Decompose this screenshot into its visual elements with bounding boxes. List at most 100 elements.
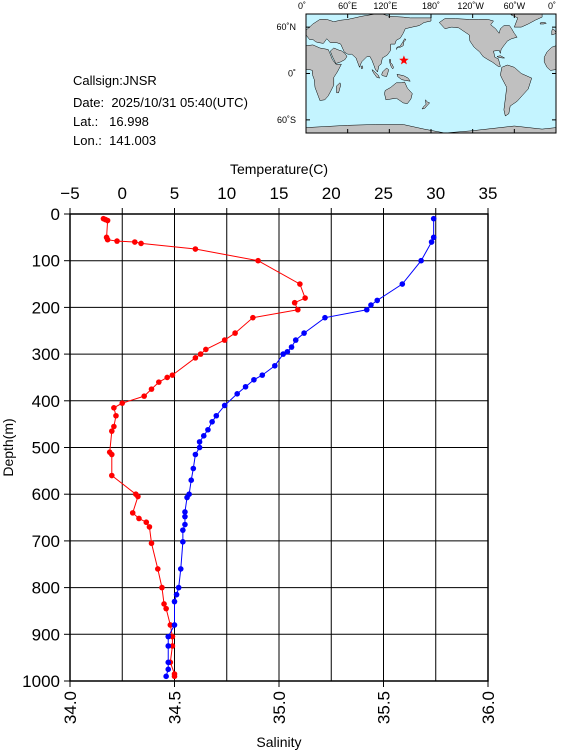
temperature-data-point xyxy=(148,386,155,392)
salinity-data-point xyxy=(188,477,195,483)
depth-tick-label: 900 xyxy=(32,625,60,644)
salinity-data-point xyxy=(190,465,197,472)
temperature-data-point xyxy=(131,239,138,245)
land-madagascar xyxy=(336,82,341,94)
salinity-data-point xyxy=(177,566,184,572)
temperature-data-point xyxy=(169,372,176,378)
depth-tick-label: 800 xyxy=(32,579,60,598)
salinity-data-point xyxy=(213,412,220,419)
temperature-data-point xyxy=(129,510,136,516)
temperature-data-point xyxy=(163,605,169,612)
temperature-data-point xyxy=(171,673,178,680)
temperature-data-point xyxy=(297,281,303,287)
salinity-data-point xyxy=(182,521,188,528)
callsign-value: JNSR xyxy=(122,73,157,88)
temperature-data-point xyxy=(203,346,209,353)
salinity-data-point xyxy=(322,314,328,321)
salinity-profile-line xyxy=(165,218,435,677)
land-cuba xyxy=(496,55,505,59)
salinity-data-point xyxy=(205,426,211,433)
temperature-data-point xyxy=(138,240,144,247)
land-new-guinea xyxy=(396,73,411,82)
lon-value: 141.003 xyxy=(109,133,157,148)
salinity-data-point xyxy=(171,598,178,605)
land-europe-asia xyxy=(305,13,432,73)
depth-axis-title: Depth(m) xyxy=(0,418,16,476)
temperature-data-point xyxy=(111,405,117,411)
date-label: Date: xyxy=(73,95,105,110)
map-lon-label: 120˚E xyxy=(373,1,397,11)
land-great-britain xyxy=(551,28,557,36)
salinity-data-point xyxy=(165,666,172,673)
salinity-data-point xyxy=(251,376,257,383)
depth-tick-label: 1000 xyxy=(22,672,60,691)
temperature-tick-label: −5 xyxy=(60,184,79,203)
temperature-data-point xyxy=(143,519,150,526)
temperature-data-point xyxy=(250,314,256,321)
salinity-data-point xyxy=(221,402,228,409)
map-lon-label: 180˚ xyxy=(422,1,440,11)
temperature-tick-label: 15 xyxy=(270,184,289,203)
salinity-data-point xyxy=(165,659,172,666)
land-australia xyxy=(384,81,413,104)
salinity-data-point xyxy=(196,439,203,445)
temperature-axis-title: Temperature(C) xyxy=(230,161,328,177)
temperature-tick-label: 0 xyxy=(118,184,127,203)
salinity-data-point xyxy=(163,673,169,680)
temperature-data-point xyxy=(164,374,170,381)
salinity-data-point xyxy=(171,622,178,628)
map-lon-label: 0˚ xyxy=(548,1,556,11)
salinity-data-point xyxy=(175,584,182,591)
salinity-data-point xyxy=(272,362,278,369)
temperature-data-point xyxy=(169,643,176,649)
salinity-data-point xyxy=(209,419,215,425)
temperature-data-point xyxy=(161,601,167,607)
salinity-data-point xyxy=(173,591,180,598)
salinity-data-point xyxy=(242,383,249,390)
map-lat-label: 60˚N xyxy=(276,22,296,32)
salinity-data-point xyxy=(368,302,374,308)
land-sumatra xyxy=(371,69,381,79)
station-marker-icon xyxy=(399,55,409,65)
salinity-data-point xyxy=(280,351,286,357)
temperature-tick-label: 10 xyxy=(217,184,236,203)
salinity-data-point xyxy=(292,337,299,343)
land-sri-lanka xyxy=(360,65,364,70)
depth-tick-label: 0 xyxy=(51,205,60,224)
temperature-tick-label: 25 xyxy=(374,184,393,203)
date-value: 2025/10/31 05:40(UTC) xyxy=(111,95,248,110)
temperature-data-point xyxy=(302,295,308,301)
temperature-data-point xyxy=(167,622,174,628)
salinity-tick-label: 34.5 xyxy=(166,691,185,724)
land-iceland xyxy=(539,22,547,25)
temperature-data-point xyxy=(291,299,298,306)
map-lat-label: 0˚ xyxy=(288,69,296,79)
temperature-data-point xyxy=(156,379,162,385)
lon-line: Lon.: 141.003 xyxy=(73,133,156,148)
salinity-data-point xyxy=(165,643,172,649)
temperature-data-point xyxy=(104,217,111,224)
map-lon-label: 120˚W xyxy=(457,1,484,11)
date-line: Date: 2025/10/31 05:40(UTC) xyxy=(73,95,248,110)
lat-value: 16.998 xyxy=(109,114,149,129)
temperature-data-point xyxy=(154,566,161,572)
temperature-data-point xyxy=(159,584,165,591)
salinity-tick-label: 35.5 xyxy=(375,691,394,724)
map-lon-label: 0˚ xyxy=(298,1,306,11)
temperature-data-point xyxy=(119,400,126,406)
temperature-data-point xyxy=(114,238,120,244)
world-map: 0˚ 60˚E 120˚E 180˚ 120˚W 60˚W 0˚ 60˚N 0˚ 60˚S xyxy=(276,1,557,134)
temperature-data-point xyxy=(295,306,301,313)
callsign-line: Callsign:JNSR xyxy=(73,73,157,88)
salinity-data-point xyxy=(196,444,203,451)
salinity-data-point xyxy=(200,433,207,439)
temperature-data-point xyxy=(113,412,119,419)
salinity-data-point xyxy=(182,513,188,520)
salinity-data-point xyxy=(259,372,266,378)
temperature-data-point xyxy=(135,493,141,500)
temperature-data-point xyxy=(197,351,204,357)
temperature-tick-label: 30 xyxy=(426,184,445,203)
map-lon-label: 60˚W xyxy=(504,1,526,11)
